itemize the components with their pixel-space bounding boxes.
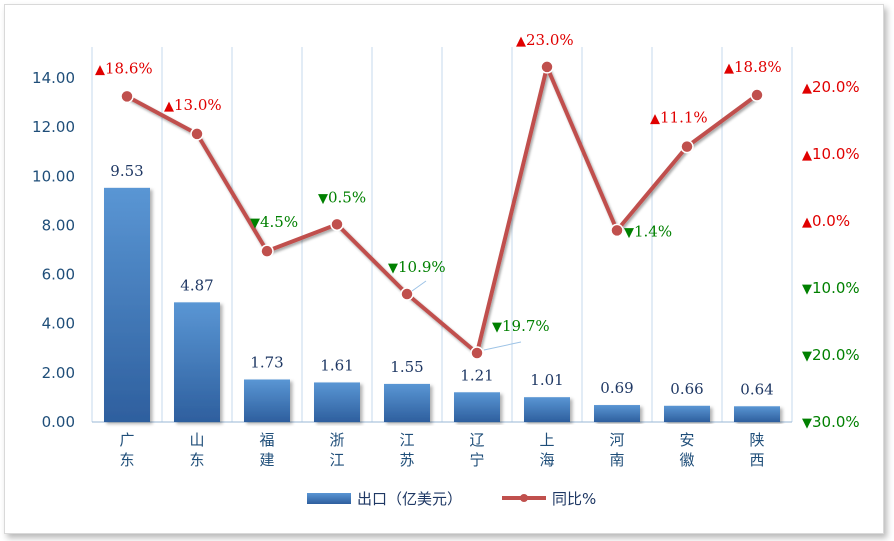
bar xyxy=(734,406,780,422)
line-value-label: ▲18.8% xyxy=(724,58,782,76)
line-value-label: ▲11.1% xyxy=(650,109,708,127)
bar xyxy=(244,379,290,422)
x-tick-label: 上海 xyxy=(539,431,554,469)
x-tick-label: 安徽 xyxy=(679,431,694,469)
bar xyxy=(454,392,500,422)
x-tick-label: 福建 xyxy=(259,431,274,469)
y-left-tick-label: 10.00 xyxy=(32,167,75,185)
bar xyxy=(594,405,640,422)
line-point xyxy=(470,346,484,360)
bar xyxy=(104,187,150,422)
bar-value-label: 0.66 xyxy=(670,380,703,398)
y-right-tick-label: ▼10.0% xyxy=(802,279,860,297)
bar-value-label: 1.73 xyxy=(250,353,283,371)
left-axis: 0.00 2.00 4.00 6.00 8.00 10.00 12.00 14.00 xyxy=(32,69,75,431)
bar xyxy=(174,302,220,422)
line-value-label: ▼1.4% xyxy=(624,222,672,240)
bar-value-label: 1.61 xyxy=(320,356,353,374)
y-right-tick-label: ▼20.0% xyxy=(802,346,860,364)
line-value-label: ▲18.6% xyxy=(95,59,153,77)
line-value-label: ▼10.9% xyxy=(388,258,446,276)
y-left-tick-label: 14.00 xyxy=(32,69,75,87)
bar-value-label: 0.69 xyxy=(600,379,633,397)
y-right-tick-label: ▲0.0% xyxy=(802,212,850,230)
bar-value-label: 0.64 xyxy=(740,380,773,398)
line-point xyxy=(680,139,694,154)
x-tick-label: 辽宁 xyxy=(469,431,484,469)
x-tick-label: 山东 xyxy=(189,431,204,469)
line-point xyxy=(610,223,624,238)
bar xyxy=(384,383,430,422)
data-labels: 9.53 4.87 1.73 1.61 1.55 1.21 1.01 0.69 0.66 0.64… xyxy=(95,31,782,398)
bar xyxy=(664,405,710,422)
y-right-tick-label: ▼30.0% xyxy=(802,413,860,431)
chart-frame: 0.00 2.00 4.00 6.00 8.00 10.00 12.00 14.00 ▲20.… xyxy=(4,4,884,534)
line-series xyxy=(120,60,764,360)
label-leader-line xyxy=(483,341,522,351)
chart-canvas: 0.00 2.00 4.00 6.00 8.00 10.00 12.00 14.00 ▲20.… xyxy=(32,31,860,508)
line-point xyxy=(260,244,274,258)
right-axis: ▲20.0% ▲10.0% ▲0.0% ▼10.0% ▼20.0% ▼30.0% xyxy=(802,78,860,431)
legend-swatch-marker xyxy=(520,494,528,502)
y-left-tick-label: 6.00 xyxy=(42,266,75,284)
bar xyxy=(314,382,360,422)
line-path xyxy=(126,64,759,355)
x-tick-label: 江苏 xyxy=(399,431,414,469)
x-tick-label: 河南 xyxy=(609,431,624,469)
line-point xyxy=(400,287,414,301)
line-value-label: ▲13.0% xyxy=(164,96,222,114)
line-point xyxy=(190,127,204,141)
line-point xyxy=(120,89,134,104)
y-left-tick-label: 0.00 xyxy=(42,413,75,431)
line-value-label: ▲23.0% xyxy=(516,31,574,49)
y-left-tick-label: 4.00 xyxy=(42,315,75,333)
legend-swatch-bar xyxy=(307,493,351,504)
bar xyxy=(524,397,570,422)
x-tick-label: 浙江 xyxy=(329,431,344,469)
bar-value-label: 4.87 xyxy=(180,276,213,294)
bar-value-label: 1.21 xyxy=(460,366,493,384)
legend: 出口（亿美元） 同比% xyxy=(307,490,596,508)
bar-series xyxy=(104,187,780,422)
label-leader-line xyxy=(411,280,427,292)
legend-label-line: 同比% xyxy=(552,490,596,508)
line-value-label: ▼4.5% xyxy=(250,213,298,231)
category-axis: 广东 山东 福建 浙江 江苏 辽宁 上海 河南 安徽 陕西 xyxy=(119,431,764,469)
legend-label-bar: 出口（亿美元） xyxy=(357,490,462,508)
y-right-tick-label: ▲10.0% xyxy=(802,145,860,163)
x-tick-label: 广东 xyxy=(119,431,134,469)
line-value-label: ▼0.5% xyxy=(318,188,366,206)
y-left-tick-label: 8.00 xyxy=(42,216,75,234)
bar-value-label: 1.01 xyxy=(530,371,563,389)
line-point xyxy=(540,60,554,74)
x-tick-label: 陕西 xyxy=(749,431,764,469)
y-left-tick-label: 12.00 xyxy=(32,118,75,136)
y-left-tick-label: 2.00 xyxy=(42,364,75,382)
line-point xyxy=(750,88,764,102)
bar-value-label: 1.55 xyxy=(390,358,423,376)
line-value-label: ▼19.7% xyxy=(492,317,550,335)
y-right-tick-label: ▲20.0% xyxy=(802,78,860,96)
bar-value-label: 9.53 xyxy=(110,162,143,180)
line-point xyxy=(330,217,344,232)
